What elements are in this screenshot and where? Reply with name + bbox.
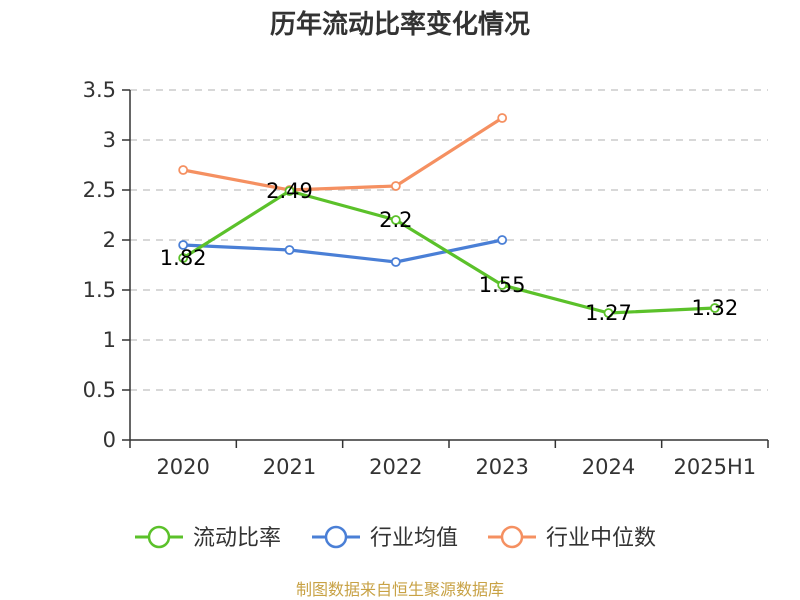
series-lines xyxy=(178,113,720,318)
x-tick-label: 2023 xyxy=(475,455,528,479)
data-point xyxy=(178,240,189,250)
legend-swatch-marker xyxy=(500,525,524,549)
x-tick-label: 2025H1 xyxy=(674,455,757,479)
data-point xyxy=(178,253,189,263)
data-point xyxy=(497,113,508,123)
y-tick-label: 1.5 xyxy=(83,278,116,302)
legend: 流动比率 行业均值 行业中位数 xyxy=(135,525,656,551)
data-point xyxy=(284,186,295,196)
gridlines xyxy=(130,89,768,391)
legend-swatch-marker xyxy=(147,525,171,549)
y-tick-label: 2.5 xyxy=(83,178,116,202)
data-point xyxy=(390,181,401,191)
data-point xyxy=(709,303,720,313)
legend-swatch-marker xyxy=(324,525,348,549)
data-label: 1.55 xyxy=(479,273,526,297)
data-label: 2.49 xyxy=(266,179,313,203)
chart-title: 历年流动比率变化情况 xyxy=(270,9,530,40)
data-labels: 1.82 2.49 2.2 1.55 1.27 1.32 xyxy=(160,179,738,325)
x-tick-label: 2020 xyxy=(156,455,209,479)
y-tick-label: 3.5 xyxy=(83,78,116,102)
data-point xyxy=(284,245,295,255)
axes: 0 0.5 1 1.5 2 2.5 3 3.5 2020 2021 2022 2023 2024 2025… xyxy=(83,78,769,479)
x-tick-label: 2024 xyxy=(582,455,635,479)
data-point xyxy=(390,215,401,225)
x-tick-label: 2021 xyxy=(263,455,316,479)
data-point xyxy=(497,235,508,245)
series-line xyxy=(182,116,504,192)
data-point xyxy=(390,257,401,267)
y-tick-label: 0.5 xyxy=(83,378,116,402)
data-label: 1.27 xyxy=(585,301,632,325)
y-tick-label: 0 xyxy=(103,428,116,452)
series-line xyxy=(183,238,503,264)
data-point xyxy=(603,308,614,318)
data-label: 1.82 xyxy=(160,246,207,270)
x-tick-label: 2022 xyxy=(369,455,422,479)
data-point xyxy=(178,165,189,175)
legend-label: 行业均值 xyxy=(370,526,458,551)
legend-label: 流动比率 xyxy=(193,526,281,551)
data-label: 2.2 xyxy=(379,208,412,232)
series-line xyxy=(182,189,715,315)
source-note: 制图数据来自恒生聚源数据库 xyxy=(296,580,504,599)
data-point xyxy=(497,280,508,290)
y-tick-label: 2 xyxy=(103,228,116,252)
legend-label: 行业中位数 xyxy=(546,526,656,551)
y-tick-label: 1 xyxy=(103,328,116,352)
y-tick-label: 3 xyxy=(103,128,116,152)
data-label: 1.32 xyxy=(691,296,738,320)
